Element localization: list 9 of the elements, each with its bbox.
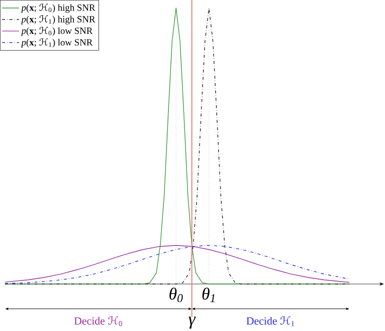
ref-line-label: γ bbox=[188, 316, 196, 329]
legend-label: p(x; ℋ$_{1}$) low SNR bbox=[20, 38, 93, 48]
legend-label: p(x; ℋ$_{0}$) low SNR bbox=[20, 26, 93, 36]
x-tick-label: θ$_{1}$ bbox=[202, 288, 215, 302]
text: Decide ℋ$_{0}$ bbox=[74, 316, 122, 326]
text: Decide ℋ$_{1}$ bbox=[246, 316, 294, 326]
legend-label: p(x; ℋ$_{0}$) high SNR bbox=[20, 4, 96, 13]
x-tick-label: θ$_{0}$ bbox=[170, 288, 183, 302]
legend-label: p(x; ℋ$_{1}$) high SNR bbox=[20, 15, 96, 24]
